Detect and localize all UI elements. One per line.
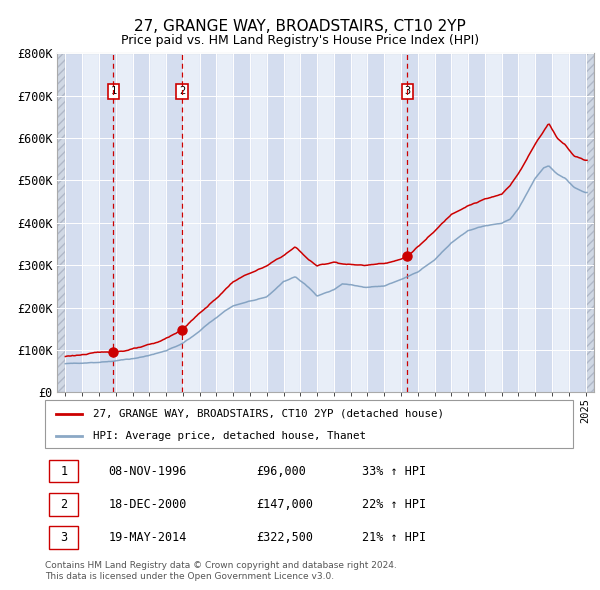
Text: £147,000: £147,000 [256,497,313,511]
Text: 2: 2 [60,497,67,511]
Text: £96,000: £96,000 [256,464,306,478]
Text: Price paid vs. HM Land Registry's House Price Index (HPI): Price paid vs. HM Land Registry's House … [121,34,479,47]
Bar [57,53,65,392]
Text: 21% ↑ HPI: 21% ↑ HPI [362,530,426,544]
Bar [367,53,384,392]
Bar [166,53,183,392]
Bar [133,53,149,392]
Bar [267,53,284,392]
Bar [401,53,418,392]
Bar [586,53,594,392]
Text: Contains HM Land Registry data © Crown copyright and database right 2024.: Contains HM Land Registry data © Crown c… [45,560,397,569]
Text: 1: 1 [60,464,67,478]
Bar [535,53,552,392]
Bar [233,53,250,392]
FancyBboxPatch shape [49,526,78,549]
Bar [586,53,594,392]
Text: 19-MAY-2014: 19-MAY-2014 [109,530,187,544]
Bar [434,53,451,392]
Text: 3: 3 [60,530,67,544]
Text: 18-DEC-2000: 18-DEC-2000 [109,497,187,511]
Bar [569,53,586,392]
Bar [99,53,116,392]
FancyBboxPatch shape [45,400,573,448]
FancyBboxPatch shape [49,493,78,516]
Text: 33% ↑ HPI: 33% ↑ HPI [362,464,426,478]
Text: HPI: Average price, detached house, Thanet: HPI: Average price, detached house, Than… [92,431,365,441]
Bar [502,53,518,392]
Bar [200,53,217,392]
Text: 08-NOV-1996: 08-NOV-1996 [109,464,187,478]
Text: This data is licensed under the Open Government Licence v3.0.: This data is licensed under the Open Gov… [45,572,334,581]
Text: 22% ↑ HPI: 22% ↑ HPI [362,497,426,511]
Bar [468,53,485,392]
Text: 3: 3 [404,86,410,96]
Bar [334,53,350,392]
Bar [65,53,82,392]
Text: £322,500: £322,500 [256,530,313,544]
Text: 2: 2 [179,86,185,96]
Text: 1: 1 [110,86,116,96]
Text: 27, GRANGE WAY, BROADSTAIRS, CT10 2YP (detached house): 27, GRANGE WAY, BROADSTAIRS, CT10 2YP (d… [92,408,443,418]
FancyBboxPatch shape [49,460,78,483]
Text: 27, GRANGE WAY, BROADSTAIRS, CT10 2YP: 27, GRANGE WAY, BROADSTAIRS, CT10 2YP [134,19,466,34]
Bar [57,53,65,392]
Bar [301,53,317,392]
